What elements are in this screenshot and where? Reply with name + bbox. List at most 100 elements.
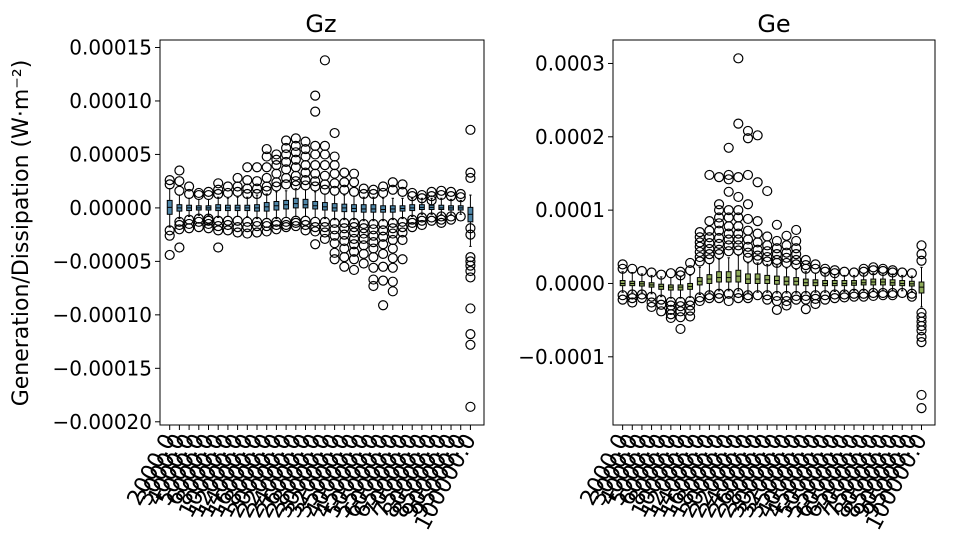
flier-point (465, 272, 476, 283)
flier-point (348, 264, 360, 276)
flier-point (617, 290, 628, 301)
flier-point (723, 205, 734, 216)
flier-point (271, 181, 282, 192)
flier-point (339, 235, 350, 247)
flier-point (713, 172, 725, 183)
box-80000.0 (877, 263, 889, 301)
flier-point (465, 229, 476, 240)
box-4000.0 (636, 265, 648, 304)
flier-point (713, 293, 725, 304)
flier-point (781, 295, 792, 307)
flier-point (858, 266, 869, 277)
flier-point (368, 251, 379, 263)
flier-point (762, 256, 773, 267)
flier-point (675, 312, 686, 323)
flier-point (251, 188, 263, 200)
flier-point (261, 143, 272, 155)
flier-point (242, 174, 253, 186)
flier-point (339, 261, 350, 272)
flier-point (416, 193, 428, 204)
flier-point (723, 169, 734, 181)
box-14000.0 (242, 162, 253, 239)
flier-point (348, 227, 360, 238)
flier-point (300, 167, 311, 178)
flier-point (906, 291, 917, 302)
flier-point (665, 296, 676, 307)
flier-point (733, 240, 744, 251)
flier-point (329, 254, 340, 265)
box-5000.0 (646, 267, 657, 313)
flier-point (319, 140, 331, 151)
box-30000.0 (771, 219, 782, 315)
flier-point (281, 149, 292, 160)
flier-point (723, 142, 734, 153)
flier-point (752, 254, 763, 266)
panel-gz: Gz −0.00020 −0.00015 −0.00010 −0.00005 0.000… (53, 10, 485, 535)
flier-point (251, 183, 263, 194)
flier-point (329, 178, 340, 189)
flier-point (858, 288, 869, 299)
flier-point (791, 235, 802, 247)
flier-point (868, 290, 879, 302)
flier-point (271, 177, 282, 188)
flier-point (742, 234, 754, 245)
flier-point (358, 248, 369, 259)
flier-point (184, 218, 195, 230)
flier-point (781, 247, 792, 258)
flier-point (800, 260, 811, 271)
flier-point (877, 265, 889, 277)
panel-title: Gz (305, 10, 336, 38)
flier-point (781, 257, 792, 269)
flier-point (916, 331, 927, 343)
box-75000.0 (416, 189, 428, 231)
flier-point (877, 290, 889, 301)
flier-point (319, 233, 331, 245)
flier-point (300, 180, 311, 191)
flier-point (694, 295, 705, 307)
box-70000.0 (407, 187, 418, 233)
flier-point (310, 160, 321, 171)
flier-point (617, 259, 628, 270)
flier-point (290, 133, 301, 144)
flier-point (193, 216, 204, 227)
flier-point (203, 215, 214, 226)
box-40000.0 (348, 168, 360, 276)
flier-point (897, 267, 908, 278)
flier-point (742, 213, 754, 225)
flier-point (771, 243, 782, 254)
flier-point (465, 223, 476, 234)
flier-point (329, 224, 340, 235)
flier-point (387, 243, 398, 254)
axes-frame (159, 39, 485, 426)
flier-point (445, 186, 457, 197)
flier-point (358, 188, 369, 200)
y-tick-label: −0.00015 (53, 356, 152, 380)
flier-point (436, 185, 447, 196)
flier-point (407, 222, 418, 233)
flier-point (791, 243, 802, 254)
flier-point (771, 235, 782, 247)
flier-point (378, 218, 389, 230)
flier-point (819, 266, 831, 277)
flier-point (810, 298, 821, 310)
flier-point (281, 135, 292, 146)
flier-point (281, 172, 292, 184)
flier-point (694, 251, 705, 263)
flier-point (348, 222, 360, 233)
flier-point (627, 297, 638, 308)
flier-point (791, 254, 802, 266)
box-85000.0 (887, 265, 898, 301)
flier-point (723, 240, 734, 251)
flier-point (868, 287, 879, 299)
box-60000.0 (387, 177, 398, 297)
flier-point (397, 254, 408, 265)
flier-point (407, 217, 418, 228)
box-30000.0 (319, 55, 331, 245)
flier-point (916, 240, 927, 251)
flier-point (646, 297, 657, 308)
flier-point (685, 265, 696, 276)
box-90000.0 (897, 267, 908, 299)
flier-point (781, 300, 792, 311)
box-32000.0 (329, 127, 340, 265)
flier-point (752, 250, 763, 261)
